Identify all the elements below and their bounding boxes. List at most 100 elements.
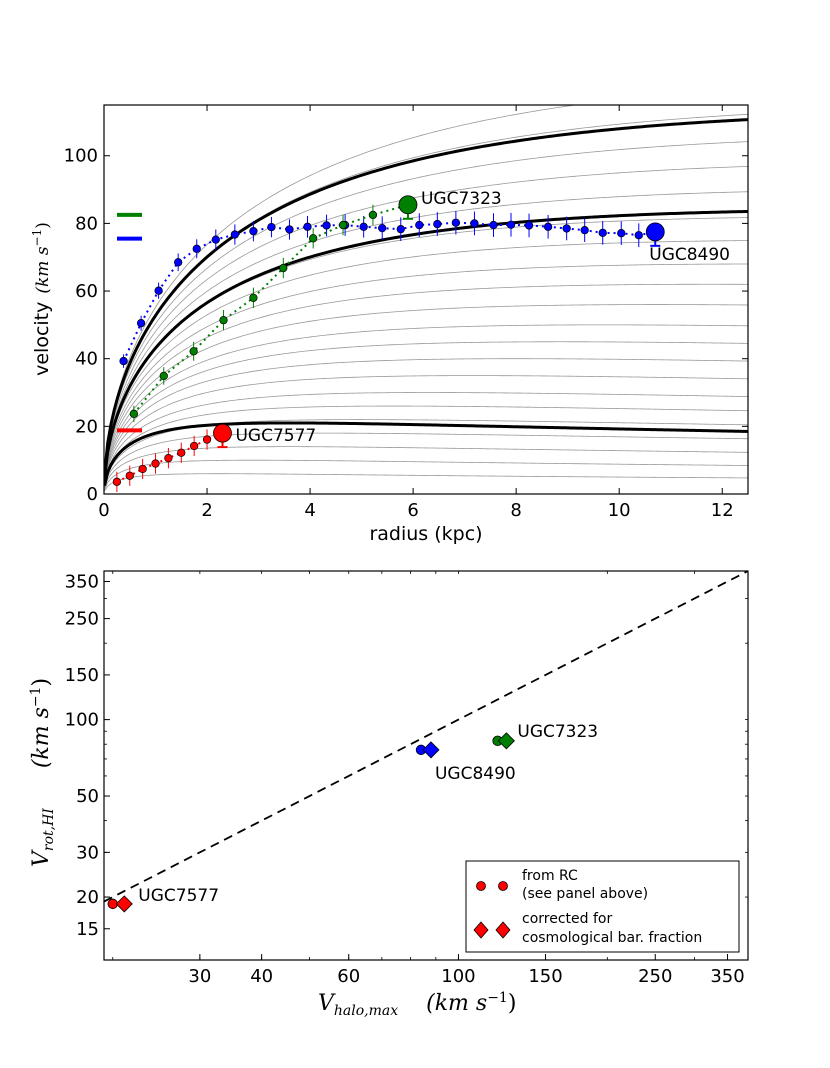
model-curve-thin	[104, 473, 748, 492]
y-tick-label: 100	[65, 710, 99, 731]
model-curves	[104, 105, 748, 492]
data-point-ugc8490	[359, 222, 368, 231]
data-point-ugc7323	[159, 371, 168, 381]
x-tick-label: 6	[407, 500, 418, 521]
model-curve-thin	[104, 432, 748, 488]
model-curve-thin	[104, 113, 748, 475]
data-point-ugc7577	[138, 464, 147, 474]
model-curve-thin	[104, 166, 748, 477]
model-curve-thin	[104, 392, 748, 486]
model-curve-thin	[104, 105, 578, 475]
data-point-ugc7323	[368, 210, 378, 220]
series-label-ugc7323: UGC7323	[421, 189, 502, 209]
data-point-ugc8490	[524, 221, 534, 230]
data-point-ugc8490	[598, 228, 607, 238]
bottom-y-unit-sup: −1	[28, 686, 44, 707]
data-point-ugc8490	[562, 224, 571, 233]
model-curve-thick	[104, 118, 748, 476]
series-line-ugc8490	[122, 221, 656, 362]
model-curve-thin	[104, 191, 748, 478]
y-tick-label: 60	[75, 281, 98, 302]
bottom-y-sub: rot,HI	[41, 808, 57, 851]
bottom-axis-ticks: 30 40 60 100 150 250 350 15 20 30 50 100 150 250 350	[65, 571, 748, 987]
x-tick-label: 8	[510, 500, 521, 521]
model-curve-thin	[104, 263, 748, 480]
y-tick-label: 0	[87, 484, 98, 505]
top-y-axis-unit: (km s	[33, 246, 53, 293]
legend-corrected-line1: corrected for	[522, 911, 612, 927]
x-tick-label: 30	[188, 966, 211, 987]
model-curve-thin	[104, 358, 748, 484]
top-axis-ticks: 0 2 4 6 8 10 12 0 20 40 60 80 100	[64, 105, 748, 521]
data-point-ugc7323	[129, 409, 139, 418]
data-point-ugc7577	[164, 453, 173, 463]
y-tick-label: 150	[65, 665, 99, 686]
x-tick-label: 4	[304, 500, 315, 521]
galaxy-label-ugc7323: UGC7323	[517, 722, 598, 742]
corrected-point-ugc7577	[115, 895, 133, 913]
top-y-axis-label-text: velocity	[31, 302, 53, 376]
y-tick-label: 15	[76, 919, 99, 940]
legend-rc-marker-1	[476, 881, 486, 891]
legend-rc-marker-2	[498, 881, 508, 891]
top-plot-frame	[103, 104, 749, 495]
model-curve-thin	[104, 341, 748, 483]
bottom-y-unit-close: )	[29, 678, 54, 687]
data-point-ugc8490	[543, 222, 553, 231]
data-point-ugc8490	[433, 219, 442, 229]
legend-corrected-line2: cosmological bar. fraction	[522, 930, 702, 946]
data-point-ugc7577	[151, 459, 160, 468]
data-point-ugc7323	[338, 220, 348, 230]
x-tick-label: 60	[337, 966, 360, 987]
model-curve-thin	[104, 324, 748, 482]
y-tick-label: 50	[76, 786, 99, 807]
data-point-ugc8490	[396, 224, 405, 234]
y-tick-label: 40	[75, 349, 98, 370]
y-tick-label: 80	[75, 213, 98, 234]
top-y-axis-unit-sup: −1	[30, 229, 44, 247]
y-tick-label: 350	[65, 572, 99, 593]
data-point-ugc8490	[617, 229, 626, 238]
top-y-axis-unit-close: )	[33, 222, 53, 229]
series-label-ugc8490: UGC8490	[649, 245, 730, 265]
data-point-ugc7323	[219, 315, 228, 325]
legend-corrected-marker-2	[495, 921, 511, 939]
data-point-ugc7577	[190, 441, 199, 451]
data-point-ugc8490	[303, 222, 312, 231]
series-line-ugc7323	[133, 203, 409, 415]
bottom-y-axis-label: Vrot,HI (km s−1)	[28, 678, 57, 867]
y-tick-label: 100	[64, 146, 98, 167]
data-point-ugc8490	[174, 258, 183, 267]
data-point-ugc8490	[415, 220, 424, 230]
data-point-ugc8490	[378, 223, 387, 233]
y-tick-label: 250	[65, 609, 99, 630]
data-point-ugc8490	[322, 221, 331, 230]
reference-bars	[117, 212, 142, 433]
x-tick-label: 2	[201, 500, 212, 521]
x-tick-label: 350	[710, 966, 744, 987]
end-marker-ugc8490	[645, 222, 665, 242]
legend-rc-line2: (see panel above)	[522, 886, 648, 902]
bottom-y-unit: (km s	[29, 707, 54, 768]
model-curve-thin	[104, 283, 748, 481]
data-point-ugc8490	[489, 220, 498, 230]
galaxy-label-ugc7577: UGC7577	[138, 886, 219, 906]
y-tick-label: 30	[76, 842, 99, 863]
series-label-ugc7577: UGC7577	[235, 426, 316, 446]
data-point-ugc8490	[267, 222, 276, 232]
data-point-ugc7323	[249, 293, 258, 302]
model-curve-thin	[104, 240, 748, 479]
data-point-ugc7323	[309, 234, 318, 243]
data-point-ugc7577	[202, 435, 212, 444]
model-curve-thick	[104, 421, 748, 487]
data-point-ugc8490	[451, 218, 461, 227]
data-point-ugc8490	[580, 226, 589, 235]
bottom-x-unit: (km s	[426, 991, 487, 1016]
bottom-x-sub: halo,max	[334, 1003, 398, 1019]
data-point-ugc8490	[119, 356, 128, 366]
data-point-ugc7577	[177, 448, 186, 457]
x-tick-label: 10	[608, 500, 631, 521]
x-tick-label: 0	[98, 500, 109, 521]
data-point-ugc8490	[192, 244, 201, 253]
